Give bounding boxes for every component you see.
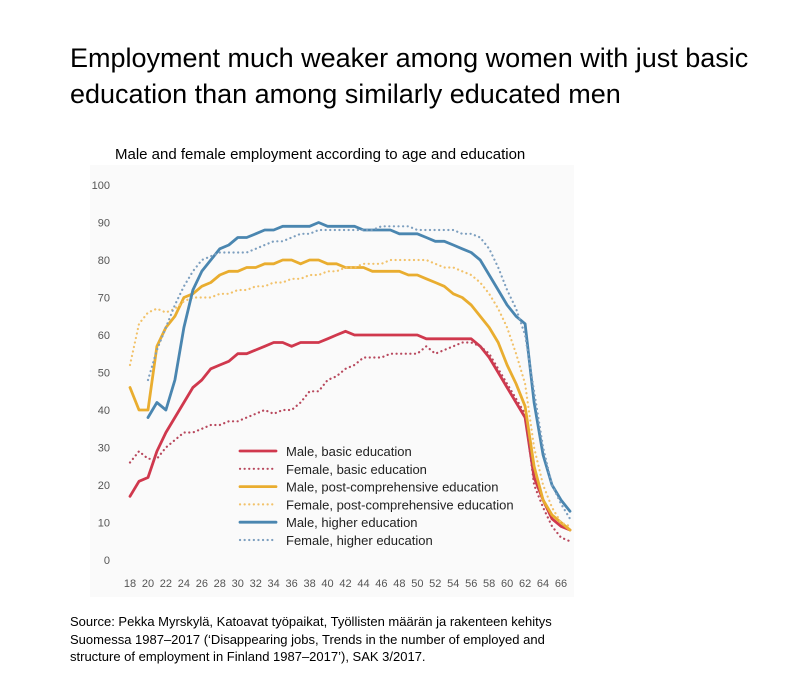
x-tick-label: 22	[160, 578, 172, 590]
x-tick-label: 64	[537, 578, 549, 590]
y-tick-label: 80	[98, 255, 110, 267]
source-line-2: Suomessa 1987–2017 (‘Disappearing jobs, …	[70, 631, 545, 647]
y-tick-label: 40	[98, 405, 110, 417]
x-tick-label: 20	[142, 578, 154, 590]
series-line-6	[146, 225, 572, 520]
x-tick-label: 66	[555, 578, 567, 590]
legend-label-1: Male, basic education	[286, 444, 412, 459]
x-tick-label: 32	[250, 578, 262, 590]
y-tick-label: 30	[98, 443, 110, 455]
x-tick-label: 62	[519, 578, 531, 590]
x-tick-label: 36	[286, 578, 298, 590]
x-tick-label: 58	[483, 578, 495, 590]
x-tick-label: 54	[447, 578, 459, 590]
x-axis-ticks: 18 20 22 24 26 28 30 32 34 36 38 40 42 44 46 48 50 52 54 56…	[124, 578, 567, 590]
x-tick-label: 56	[465, 578, 477, 590]
legend: Male, basic education Female, basic educa…	[238, 444, 514, 548]
series-line-5	[146, 221, 572, 513]
source-line-1: Source: Pekka Myrskylä, Katoavat työpaik…	[70, 614, 552, 629]
x-tick-label: 48	[393, 578, 405, 590]
y-tick-label: 0	[104, 555, 110, 567]
x-tick-label: 26	[196, 578, 208, 590]
employment-chart: 0 10 20 30 40 50 60 70 80 90 100 18 20 22 24 26 28 30 32 3…	[90, 165, 574, 597]
series-line-2	[128, 341, 572, 543]
x-tick-label: 30	[232, 578, 244, 590]
legend-label-6: Female, higher education	[286, 533, 433, 548]
y-tick-label: 10	[98, 518, 110, 530]
chart-title: Male and female employment according to …	[115, 146, 526, 163]
series-line-1	[128, 329, 572, 532]
legend-label-3: Male, post-comprehensive education	[286, 480, 498, 495]
x-tick-label: 40	[321, 578, 333, 590]
series-lines	[128, 221, 572, 543]
x-tick-label: 46	[375, 578, 387, 590]
y-tick-label: 70	[98, 293, 110, 305]
legend-label-2: Female, basic education	[286, 462, 427, 477]
x-tick-label: 28	[214, 578, 226, 590]
x-tick-label: 44	[357, 578, 369, 590]
source-note: Source: Pekka Myrskylä, Katoavat työpaik…	[70, 613, 770, 666]
y-tick-label: 60	[98, 330, 110, 342]
x-tick-label: 60	[501, 578, 513, 590]
legend-label-4: Female, post-comprehensive education	[286, 497, 514, 512]
x-tick-label: 52	[429, 578, 441, 590]
headline: Employment much weaker among women with …	[70, 43, 749, 109]
y-tick-label: 100	[92, 180, 110, 192]
source-line-3: structure of employment in Finland 1987–…	[70, 649, 426, 664]
x-tick-label: 18	[124, 578, 136, 590]
series-line-4	[128, 258, 572, 528]
y-tick-label: 20	[98, 480, 110, 492]
x-tick-label: 50	[411, 578, 423, 590]
x-tick-label: 34	[268, 578, 280, 590]
legend-label-5: Male, higher education	[286, 515, 418, 530]
y-tick-label: 50	[98, 368, 110, 380]
x-tick-label: 38	[303, 578, 315, 590]
x-tick-label: 24	[178, 578, 190, 590]
y-axis-ticks: 0 10 20 30 40 50 60 70 80 90 100	[92, 180, 110, 567]
y-tick-label: 90	[98, 218, 110, 230]
x-tick-label: 42	[339, 578, 351, 590]
plot-area-background	[90, 165, 574, 597]
